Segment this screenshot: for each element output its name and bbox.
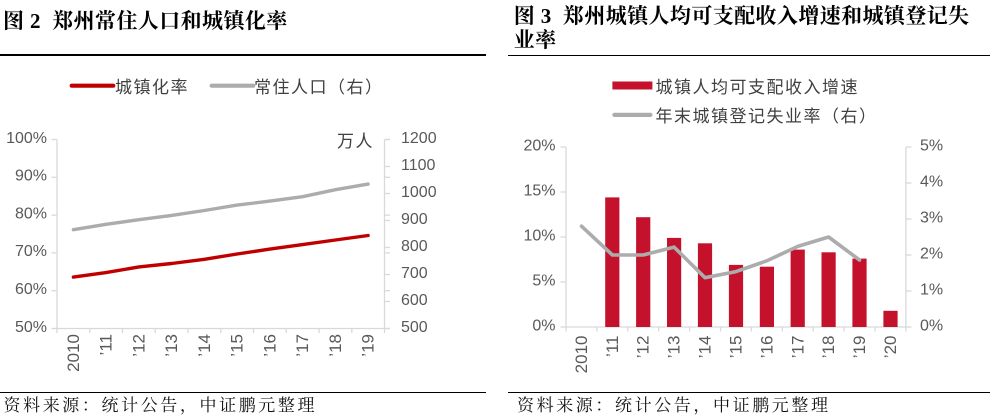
svg-text:0%: 0% <box>532 317 555 334</box>
svg-text:’19: ’19 <box>359 334 378 357</box>
svg-text:’13: ’13 <box>162 334 181 357</box>
svg-text:90%: 90% <box>15 168 47 185</box>
svg-text:500: 500 <box>401 319 428 336</box>
svg-text:’12: ’12 <box>634 336 653 359</box>
svg-text:’17: ’17 <box>788 336 807 359</box>
svg-text:’13: ’13 <box>665 336 684 359</box>
svg-text:’12: ’12 <box>129 334 148 357</box>
svg-text:100%: 100% <box>6 130 47 147</box>
svg-text:’16: ’16 <box>757 336 776 359</box>
svg-text:4%: 4% <box>920 173 943 190</box>
svg-text:70%: 70% <box>15 243 47 260</box>
svg-text:5%: 5% <box>532 272 555 289</box>
svg-text:1100: 1100 <box>401 157 436 174</box>
svg-text:700: 700 <box>401 265 428 282</box>
svg-text:’11: ’11 <box>97 334 116 355</box>
svg-text:20%: 20% <box>523 137 555 154</box>
svg-text:’20: ’20 <box>881 336 900 359</box>
svg-text:1000: 1000 <box>401 184 437 201</box>
svg-text:0%: 0% <box>920 317 943 334</box>
svg-text:1%: 1% <box>920 281 943 298</box>
svg-text:’11: ’11 <box>603 336 622 357</box>
svg-text:80%: 80% <box>15 205 47 222</box>
svg-text:’16: ’16 <box>260 334 279 357</box>
svg-text:2010: 2010 <box>64 334 83 372</box>
svg-text:50%: 50% <box>15 319 47 336</box>
svg-text:15%: 15% <box>523 182 555 199</box>
svg-text:60%: 60% <box>15 281 47 298</box>
svg-text:10%: 10% <box>523 227 555 244</box>
svg-text:’18: ’18 <box>819 336 838 359</box>
svg-text:’14: ’14 <box>696 336 715 359</box>
svg-text:2%: 2% <box>920 245 943 262</box>
svg-text:’15: ’15 <box>727 336 746 359</box>
svg-text:’19: ’19 <box>850 336 869 359</box>
svg-text:900: 900 <box>401 211 428 228</box>
svg-text:2010: 2010 <box>572 336 591 374</box>
svg-text:’18: ’18 <box>326 334 345 357</box>
svg-text:3%: 3% <box>920 209 943 226</box>
svg-text:600: 600 <box>401 292 428 309</box>
svg-text:’14: ’14 <box>195 334 214 357</box>
svg-text:’17: ’17 <box>293 334 312 357</box>
svg-text:1200: 1200 <box>401 130 437 147</box>
svg-text:’15: ’15 <box>228 334 247 357</box>
svg-text:800: 800 <box>401 238 428 255</box>
svg-text:5%: 5% <box>920 137 943 154</box>
